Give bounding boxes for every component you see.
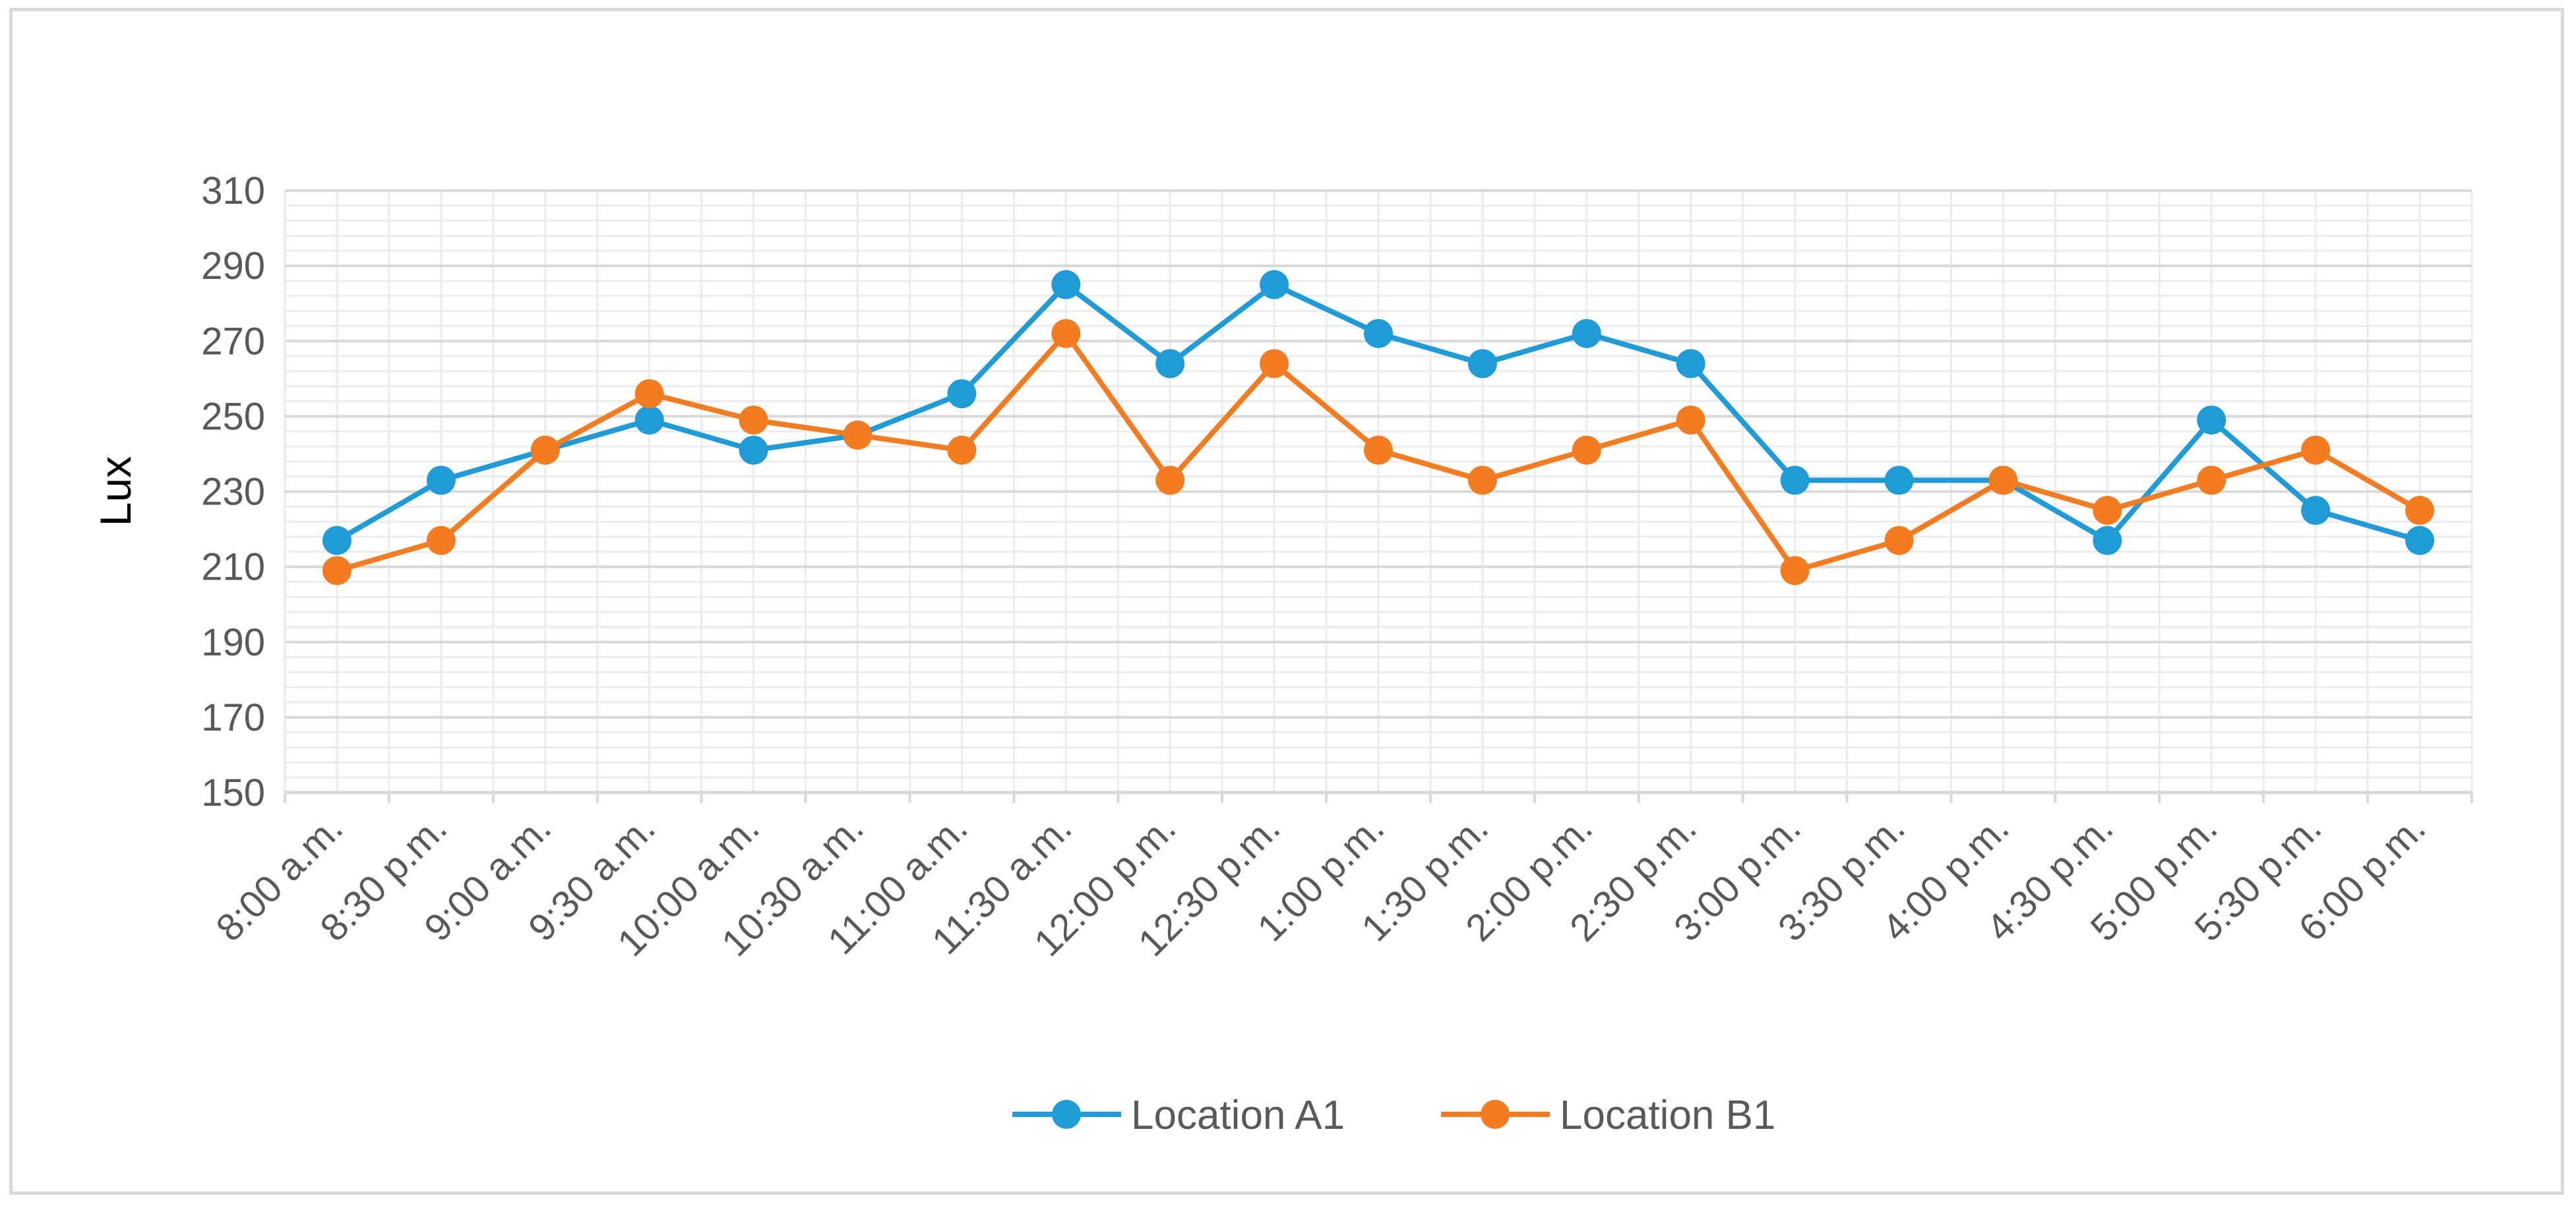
legend-label: Location B1 [1560, 1093, 1775, 1138]
series [322, 270, 2435, 586]
data-point [2405, 526, 2435, 555]
data-point [1051, 270, 1081, 299]
gridlines [284, 189, 2473, 794]
data-point [739, 406, 768, 435]
data-point [322, 526, 352, 555]
data-point [426, 466, 456, 495]
data-point [1884, 466, 1914, 495]
data-point [1155, 466, 1185, 495]
data-point [426, 526, 456, 555]
legend-point-marker [1052, 1100, 1081, 1129]
data-point [947, 379, 977, 409]
legend-item: Location A1 [1012, 1093, 1345, 1138]
data-point [2405, 496, 2435, 526]
axes [284, 791, 2473, 803]
data-point [1260, 270, 1289, 299]
data-point [1884, 526, 1914, 555]
data-point [2093, 496, 2122, 526]
data-point [1676, 406, 1705, 435]
data-point [1572, 435, 1601, 465]
data-point [2197, 466, 2226, 495]
data-point [2197, 406, 2226, 435]
y-tick-label: 230 [201, 471, 265, 514]
data-point [739, 435, 768, 465]
data-point [1988, 466, 2018, 495]
y-tick-label: 210 [201, 546, 265, 589]
data-point [1780, 466, 1810, 495]
legend: Location A1 Location B1 [1012, 1093, 1775, 1138]
data-point [634, 406, 664, 435]
y-tick-label: 270 [201, 320, 265, 363]
data-point [634, 379, 664, 409]
data-point [322, 556, 352, 586]
legend-item: Location B1 [1441, 1093, 1775, 1138]
data-point [1155, 349, 1185, 378]
data-point [2301, 435, 2331, 465]
data-point [1051, 318, 1081, 348]
y-axis-title: Lux [91, 456, 140, 526]
data-point [530, 435, 560, 465]
data-point [1780, 556, 1810, 586]
x-tick-labels: 8:00 a.m.8:30 p.m.9:00 a.m.9:30 a.m.10:0… [208, 806, 2434, 965]
data-point [1467, 466, 1497, 495]
data-point [2301, 496, 2331, 526]
data-point [1364, 318, 1393, 348]
data-point [1676, 349, 1705, 378]
data-point [1364, 435, 1393, 465]
data-point [1467, 349, 1497, 378]
y-tick-label: 310 [201, 169, 265, 212]
data-point [2093, 526, 2122, 555]
legend-point-marker [1481, 1100, 1510, 1129]
y-tick-label: 170 [201, 696, 265, 739]
data-point [843, 420, 873, 450]
y-tick-labels: 150 170 190 210 230 250 270 290 310 [201, 169, 265, 814]
y-tick-label: 250 [201, 395, 265, 438]
data-point [1260, 349, 1289, 378]
series-2 [322, 318, 2435, 586]
y-tick-label: 150 [201, 771, 265, 814]
data-point [1572, 318, 1601, 348]
legend-label: Location A1 [1131, 1093, 1345, 1138]
y-tick-label: 190 [201, 621, 265, 664]
series-1 [322, 270, 2435, 555]
data-point [947, 435, 977, 465]
y-tick-label: 290 [201, 245, 265, 287]
